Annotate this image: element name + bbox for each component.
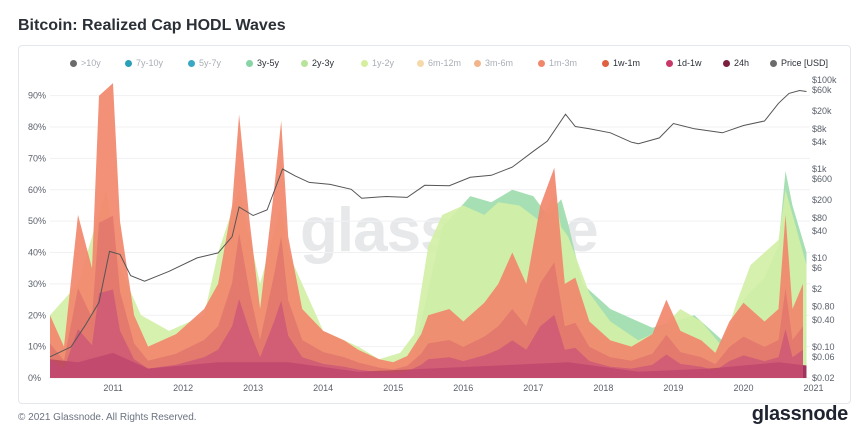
legend-dot [125, 59, 132, 67]
x-tick-label: 2016 [453, 383, 473, 393]
y-tick-label-left: 60% [28, 185, 46, 195]
y-tick-label-right: $200 [812, 195, 832, 205]
legend-item[interactable]: 24h [723, 58, 749, 68]
y-tick-label-right: $4k [812, 137, 827, 147]
y-tick-label-right: $2 [812, 284, 822, 294]
y-tick-label-left: 10% [28, 342, 46, 352]
y-tick-label-left: 40% [28, 248, 46, 258]
y-tick-label-left: 20% [28, 310, 46, 320]
x-tick-label: 2020 [733, 383, 753, 393]
legend-label: 5y-7y [199, 58, 222, 68]
x-tick-label: 2013 [243, 383, 263, 393]
axes: 0%10%20%30%40%50%60%70%80%90%$0.02$0.06$… [28, 75, 837, 393]
legend-label: 24h [734, 58, 750, 68]
legend-label: >10y [81, 58, 101, 68]
legend-item[interactable]: 2y-3y [301, 58, 334, 68]
y-tick-label-left: 0% [28, 373, 41, 383]
legend-dot [723, 59, 730, 67]
area-band-1d-1w [50, 289, 803, 378]
legend-dot [301, 59, 308, 67]
legend-item[interactable]: 1w-1m [602, 58, 640, 68]
legend-label: 7y-10y [136, 58, 164, 68]
y-tick-label-left: 70% [28, 153, 46, 163]
legend-dot [246, 59, 253, 67]
legend-item[interactable]: 1d-1w [666, 58, 702, 68]
y-tick-label-right: $600 [812, 174, 832, 184]
price-layer [49, 89, 807, 358]
legend-item[interactable]: 1y-2y [361, 58, 394, 68]
y-tick-label-right: $8k [812, 124, 827, 134]
legend-dot [666, 59, 673, 67]
legend-dot [361, 59, 368, 67]
legend-label: 1w-1m [613, 58, 641, 68]
x-tick-label: 2014 [313, 383, 333, 393]
legend-dot [602, 59, 609, 67]
legend-label: 2y-3y [312, 58, 335, 68]
y-tick-label-right: $40 [812, 226, 827, 236]
y-tick-label-right: $60k [812, 85, 832, 95]
legend-item[interactable]: 1m-3m [538, 58, 577, 68]
y-tick-label-right: $0.06 [812, 352, 835, 362]
x-tick-label: 2012 [173, 383, 193, 393]
x-tick-label: 2011 [103, 383, 122, 393]
y-tick-label-right: $0.02 [812, 373, 835, 383]
y-tick-label-right: $80 [812, 213, 827, 223]
legend-item[interactable]: 3y-5y [246, 58, 279, 68]
legend-label: Price [USD] [781, 58, 829, 68]
x-tick-label: 2019 [663, 383, 683, 393]
y-tick-label-right: $1k [812, 164, 827, 174]
legend-dot [538, 59, 545, 67]
price-line [49, 89, 807, 358]
y-tick-label-right: $6 [812, 263, 822, 273]
y-tick-label-right: $0.80 [812, 302, 835, 312]
copyright-footer: © 2021 Glassnode. All Rights Reserved. [18, 412, 197, 423]
x-tick-label: 2018 [593, 383, 613, 393]
legend-label: 3m-6m [485, 58, 514, 68]
y-tick-label-left: 30% [28, 279, 46, 289]
x-tick-label: 2015 [383, 383, 403, 393]
x-tick-label: 2021 [803, 383, 823, 393]
chart-title: Bitcoin: Realized Cap HODL Waves [18, 17, 286, 34]
y-tick-label-right: $100k [812, 75, 837, 85]
legend-label: 1y-2y [372, 58, 395, 68]
y-tick-label-left: 80% [28, 122, 46, 132]
legend-label: 1m-3m [549, 58, 578, 68]
legend-label: 1d-1w [677, 58, 702, 68]
legend-label: 3y-5y [257, 58, 280, 68]
legend-item[interactable]: >10y [70, 58, 101, 68]
y-tick-label-right: $0.10 [812, 342, 835, 352]
chart-legend: >10y 7y-10y 5y-7y 3y-5y 2y-3y 1y-2y 6m-12m 3m-6… [70, 58, 830, 74]
y-tick-label-right: $10 [812, 253, 827, 263]
y-tick-label-left: 90% [28, 91, 46, 101]
legend-item[interactable]: 7y-10y [125, 58, 163, 68]
legend-dot [188, 59, 195, 67]
legend-dot [770, 59, 777, 67]
legend-item[interactable]: 6m-12m [417, 58, 461, 68]
legend-dot [417, 59, 424, 67]
y-tick-label-right: $20k [812, 106, 832, 116]
legend-item[interactable]: 5y-7y [188, 58, 221, 68]
area-layers [50, 83, 807, 378]
brand-logo: glassnode [751, 403, 849, 425]
legend-dot [474, 59, 481, 67]
legend-label: 6m-12m [428, 58, 462, 68]
x-tick-label: 2017 [523, 383, 543, 393]
legend-item[interactable]: 3m-6m [474, 58, 513, 68]
y-tick-label-left: 50% [28, 216, 46, 226]
y-tick-label-right: $0.40 [812, 315, 835, 325]
legend-dot [70, 59, 77, 67]
legend-item[interactable]: Price [USD] [770, 58, 828, 68]
